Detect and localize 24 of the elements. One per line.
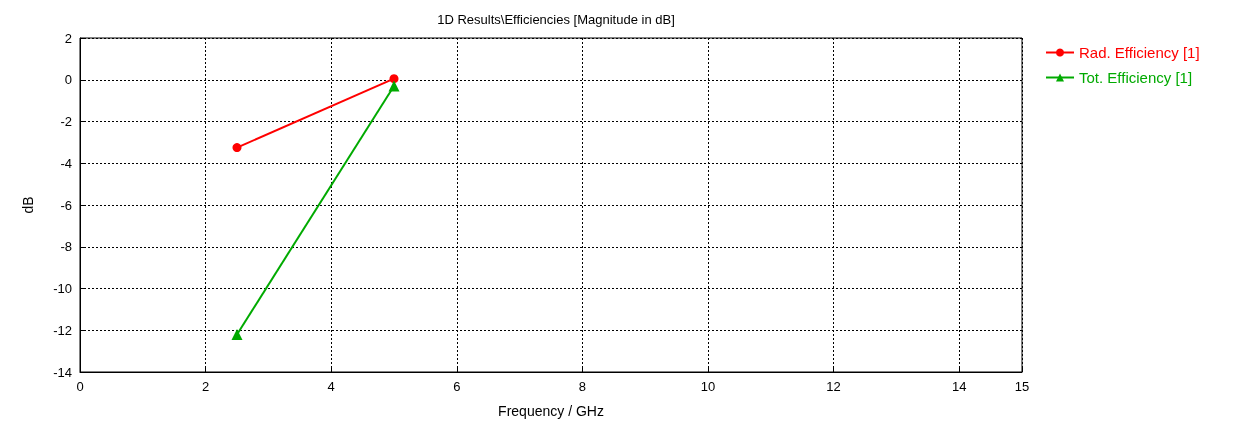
chart-title: 1D Results\Efficiencies [Magnitude in dB] (437, 12, 675, 27)
y-tick-label: 0 (64, 72, 72, 88)
legend-label: Rad. Efficiency [1] (1079, 44, 1200, 61)
x-tick-label: 15 (1014, 379, 1030, 394)
y-tick-label: -14 (53, 364, 72, 380)
x-tick-label: 2 (201, 379, 210, 394)
y-tick-label: -12 (53, 322, 72, 338)
x-axis-title: Frequency / GHz (498, 403, 604, 419)
y-tick-label: -6 (60, 197, 72, 213)
y-tick-label: -10 (53, 281, 72, 296)
x-tick-label: 4 (327, 379, 335, 394)
x-tick-label: 0 (76, 379, 84, 394)
x-tick-label: 8 (578, 379, 587, 394)
x-tick-label: 10 (700, 379, 716, 394)
x-tick-label: 6 (453, 379, 461, 394)
point (232, 143, 242, 153)
y-axis-title: dB (20, 196, 36, 214)
x-tick-label: 12 (826, 379, 841, 394)
y-tick-label: -2 (60, 114, 72, 129)
x-tick-label: 14 (951, 379, 967, 394)
y-tick-label: -8 (60, 239, 72, 255)
y-tick-label: -4 (60, 155, 72, 171)
y-tick-label: 2 (64, 30, 72, 46)
legend-label: Tot. Efficiency [1] (1079, 69, 1193, 86)
